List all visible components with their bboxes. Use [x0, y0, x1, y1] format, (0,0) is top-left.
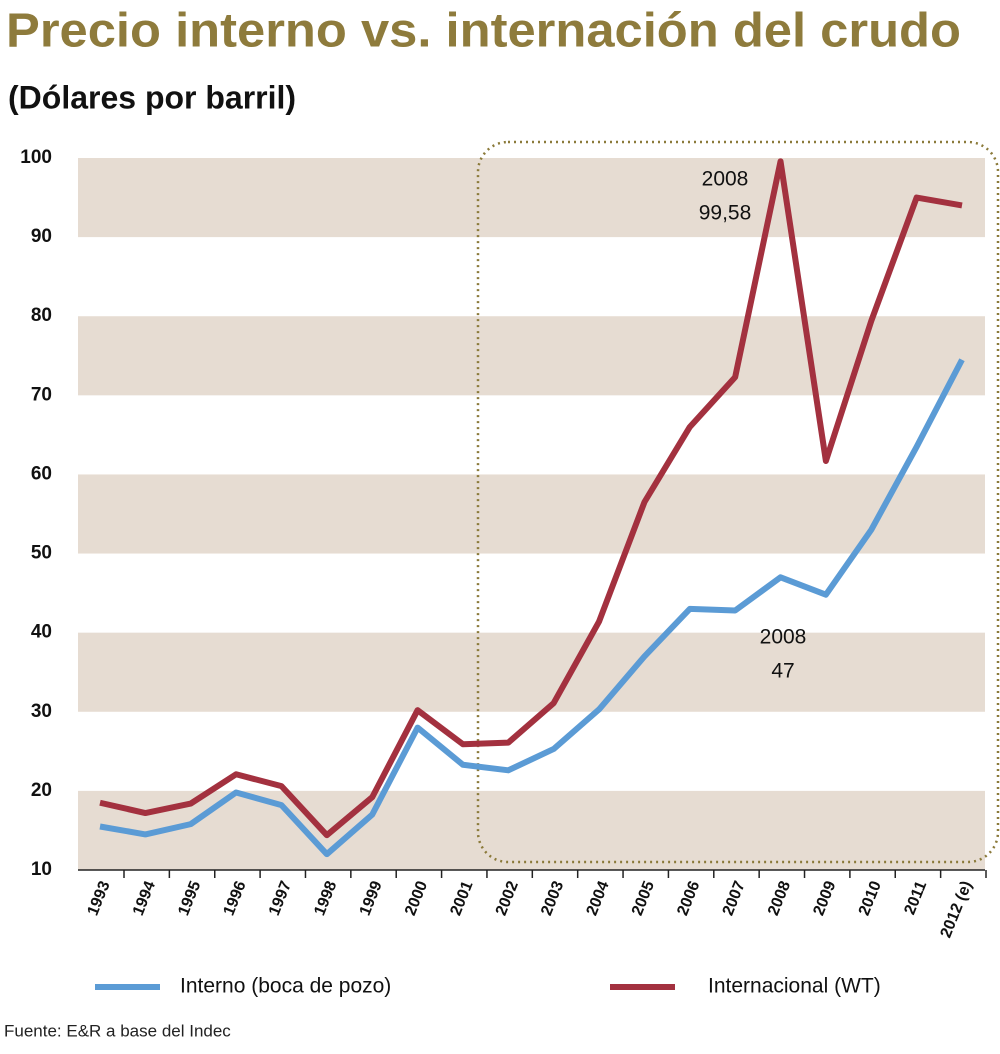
y-tick-label: 10 [31, 859, 52, 880]
x-tick-label: 1999 [357, 879, 386, 918]
x-tick-label: 1996 [221, 879, 250, 918]
highlight-box [476, 140, 1000, 864]
y-tick-label: 20 [31, 780, 52, 801]
x-tick-label: 2011 [901, 879, 930, 918]
x-tick-label: 1995 [175, 879, 204, 918]
x-tick-label: 1998 [311, 879, 340, 918]
x-tick-label: 2007 [720, 879, 749, 918]
x-tick-label: 2002 [493, 879, 522, 918]
annotation: 2008 [702, 168, 749, 191]
y-tick-label: 50 [31, 543, 52, 564]
grid-band [78, 632, 985, 712]
grid-band [78, 474, 985, 554]
annotation: 47 [771, 660, 794, 683]
grid-band [78, 158, 985, 238]
x-tick-label: 2005 [629, 879, 658, 918]
x-tick-label: 1993 [85, 879, 114, 918]
y-tick-label: 90 [31, 226, 52, 247]
x-tick-label: 2001 [447, 879, 476, 918]
x-tick-label: 1997 [266, 879, 295, 918]
annotation: 99,58 [699, 202, 752, 225]
y-tick-label: 40 [31, 622, 52, 643]
x-tick-label: 2000 [402, 879, 431, 918]
grid-band [78, 316, 985, 396]
x-tick-label: 2003 [538, 879, 567, 918]
y-tick-label: 80 [31, 305, 52, 326]
grid-band [78, 790, 985, 870]
source: Fuente: E&R a base del Indec [4, 1021, 231, 1040]
x-tick-label: 2010 [856, 879, 885, 918]
chart-title: Precio interno vs. internación del crudo [6, 5, 961, 58]
series-line [99, 358, 965, 858]
y-tick-label: 100 [20, 147, 52, 168]
x-tick-label: 2012 (e) [938, 879, 976, 941]
y-tick-label: 60 [31, 463, 52, 484]
y-tick-label: 70 [31, 384, 52, 405]
x-tick-label: 2004 [584, 879, 613, 918]
x-tick-label: 2008 [765, 879, 794, 918]
legend-label: Interno (boca de pozo) [180, 975, 391, 998]
x-tick-label: 2006 [674, 879, 703, 918]
chart-subtitle: (Dólares por barril) [8, 79, 296, 115]
legend-label: Internacional (WT) [708, 975, 881, 998]
x-tick-label: 2009 [810, 879, 839, 918]
x-tick-label: 1994 [130, 879, 159, 918]
annotation: 2008 [760, 626, 807, 649]
series-line [99, 158, 963, 839]
y-tick-label: 30 [31, 701, 52, 722]
